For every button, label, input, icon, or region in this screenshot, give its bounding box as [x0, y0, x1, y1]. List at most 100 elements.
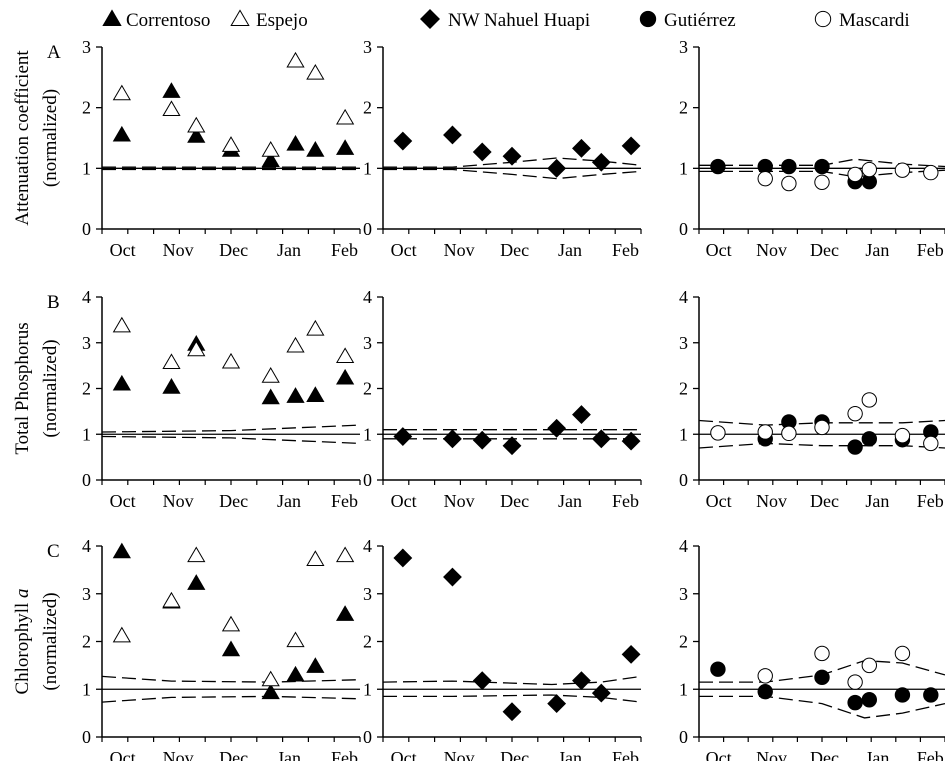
point-nw-nahuel-huapi [472, 430, 492, 450]
y-tick-label: 1 [363, 158, 372, 178]
legend-marker-mascardi [814, 10, 832, 28]
point-espejo [162, 100, 181, 117]
y-tick-label: 0 [363, 219, 372, 239]
x-tick-label-oct: Oct [391, 491, 417, 511]
y-tick-label: 1 [363, 424, 372, 444]
point-espejo [112, 316, 131, 333]
point-correntoso [306, 657, 325, 673]
point-nw-nahuel-huapi [393, 427, 413, 446]
point-nw-nahuel-huapi [502, 702, 522, 722]
point-espejo [286, 336, 305, 353]
legend-marker-nw-nahuel-huapi [420, 9, 440, 29]
legend-label-nw-nahuel-huapi: NW Nahuel Huapi [448, 10, 590, 31]
y-tick-label: 0 [363, 727, 372, 747]
point-mascardi [861, 392, 878, 408]
x-tick-label-oct: Oct [110, 748, 136, 761]
point-nw-nahuel-huapi [547, 694, 567, 713]
panel-A1: 0 1 2 3 Oct Nov Dec Jan Feb [82, 37, 361, 260]
y-tick-label: 2 [82, 379, 91, 399]
y-tick-label: 1 [679, 424, 688, 444]
point-nw-nahuel-huapi [621, 644, 641, 664]
x-tick-label-dec: Dec [219, 240, 248, 260]
point-gutierrez [923, 687, 939, 703]
y-tick-label: 4 [363, 287, 372, 307]
point-espejo [187, 546, 206, 563]
envelope-upper-line [699, 158, 945, 168]
point-espejo [261, 367, 280, 383]
legend-marker-espejo [230, 9, 250, 26]
point-espejo [306, 63, 325, 80]
panel-C1: 0 1 2 3 4 Oct Nov Dec Jan Feb [82, 536, 361, 761]
y-tick-label: 4 [679, 287, 688, 307]
point-correntoso [286, 134, 305, 151]
y-tick-label: 2 [679, 379, 688, 399]
y-tick-label: 4 [82, 287, 91, 307]
x-tick-label-nov: Nov [444, 748, 475, 761]
y-tick-label: 0 [363, 470, 372, 490]
point-mascardi [814, 174, 830, 190]
point-correntoso [335, 605, 355, 621]
point-espejo [335, 546, 355, 563]
x-tick-label-oct: Oct [391, 240, 417, 260]
panel-A3: 0 1 2 3 Oct Nov Dec Jan Feb [679, 37, 945, 260]
point-gutierrez [814, 669, 830, 686]
point-correntoso [162, 82, 181, 98]
y-tick-label: 2 [679, 632, 688, 652]
y-tick-label: 2 [363, 379, 372, 399]
point-nw-nahuel-huapi [443, 125, 462, 145]
point-correntoso [187, 574, 206, 590]
envelope-upper-line [101, 424, 361, 433]
point-espejo [221, 136, 241, 152]
point-mascardi [757, 170, 773, 187]
y-axis-title: Chlorophyll a [12, 588, 33, 694]
point-mascardi [710, 425, 726, 441]
x-tick-label-oct: Oct [110, 240, 136, 260]
y-tick-label: 2 [363, 98, 372, 118]
point-mascardi [757, 668, 773, 684]
x-tick-label-dec: Dec [500, 748, 529, 761]
y-tick-label: 3 [363, 584, 372, 604]
point-correntoso [286, 665, 305, 682]
x-tick-label-jan: Jan [277, 748, 301, 761]
point-espejo [162, 591, 181, 608]
y-tick-label: 3 [82, 37, 91, 57]
x-tick-label-jan: Jan [277, 240, 301, 260]
point-gutierrez [861, 431, 878, 447]
y-tick-label: 0 [82, 470, 91, 490]
point-espejo [162, 353, 181, 369]
point-espejo [335, 347, 355, 364]
point-correntoso [286, 387, 305, 403]
x-tick-label-nov: Nov [444, 240, 475, 260]
y-tick-label: 2 [82, 632, 91, 652]
point-correntoso [112, 542, 131, 559]
y-tick-label: 3 [363, 333, 372, 353]
legend-label-gutierrez: Gutiérrez [664, 10, 736, 31]
point-mascardi [814, 419, 830, 436]
x-tick-label-oct: Oct [706, 491, 732, 511]
point-gutierrez [710, 661, 726, 677]
x-tick-label-feb: Feb [612, 491, 639, 511]
point-correntoso [261, 388, 280, 405]
point-nw-nahuel-huapi [472, 142, 492, 162]
x-tick-label-nov: Nov [756, 748, 787, 761]
point-nw-nahuel-huapi [393, 548, 413, 568]
x-tick-label-dec: Dec [810, 491, 839, 511]
point-correntoso [112, 374, 131, 391]
panel-letter: B [47, 292, 60, 313]
y-tick-label: 2 [363, 632, 372, 652]
y-tick-label: 4 [679, 536, 688, 556]
point-espejo [261, 670, 280, 687]
y-tick-label: 1 [679, 158, 688, 178]
point-mascardi [923, 435, 939, 452]
x-tick-label-dec: Dec [500, 491, 529, 511]
x-tick-label-dec: Dec [810, 748, 839, 761]
point-gutierrez [757, 683, 773, 700]
point-nw-nahuel-huapi [591, 429, 611, 449]
point-nw-nahuel-huapi [591, 683, 611, 703]
point-mascardi [861, 161, 878, 178]
point-espejo [112, 84, 131, 101]
y-tick-label: 3 [679, 333, 688, 353]
point-mascardi [894, 427, 911, 444]
point-mascardi [923, 164, 939, 181]
y-tick-label: 0 [679, 727, 688, 747]
